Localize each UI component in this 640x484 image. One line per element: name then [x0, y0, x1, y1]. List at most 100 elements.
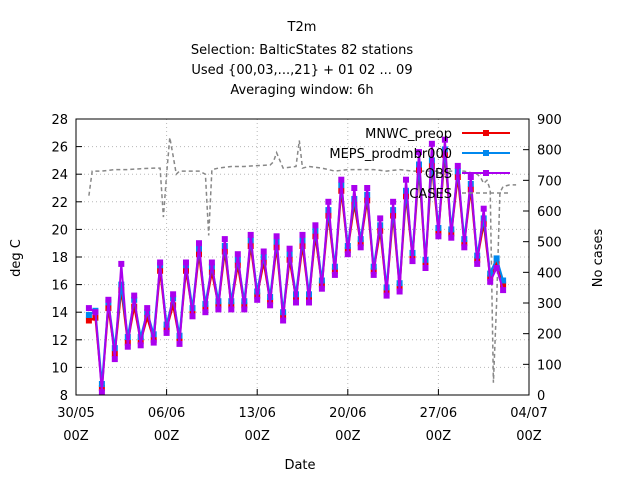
plot-frame — [75, 118, 530, 396]
legend: MNWC_preop MEPS_prodmbr000 OBS CASES — [329, 127, 510, 202]
legend-label-mnwc: MNWC_preop — [365, 127, 452, 142]
legend-marker-obs — [483, 170, 489, 176]
data-point — [98, 389, 105, 395]
data-point — [254, 296, 261, 303]
y-tick-label: 12 — [51, 334, 68, 349]
x-tick-label-date: 30/05 — [57, 406, 94, 421]
data-point — [364, 185, 371, 191]
x-tick-label-hour: 00Z — [154, 429, 180, 444]
data-point — [370, 271, 377, 278]
y-tick-label: 18 — [51, 251, 68, 266]
y2-tick-label: 100 — [537, 358, 562, 373]
data-point — [312, 222, 319, 229]
data-point — [196, 240, 202, 247]
x-tick-label-hour: 00Z — [335, 429, 361, 444]
x-tick-label-date: 20/06 — [329, 406, 366, 421]
data-point — [208, 259, 215, 266]
x-tick-label-date: 04/07 — [510, 406, 547, 421]
data-point — [124, 343, 131, 350]
data-point — [150, 339, 157, 346]
data-point — [215, 306, 222, 313]
data-point — [318, 285, 325, 292]
title-line-4: Averaging window: 6h — [230, 83, 373, 98]
chart-title: T2m Selection: BalticStates 82 stations … — [191, 20, 414, 98]
series-meps-prodmbr000 — [85, 146, 507, 387]
series-line — [88, 137, 517, 383]
data-point — [500, 287, 507, 294]
data-point — [131, 303, 138, 310]
data-point — [131, 292, 138, 299]
data-point — [390, 198, 397, 205]
data-point — [280, 317, 287, 324]
x-tick-label-hour: 00Z — [63, 429, 89, 444]
legend-marker-mnwc — [483, 130, 489, 136]
data-point — [157, 259, 164, 266]
data-point — [85, 317, 92, 324]
x-tick-label-date: 13/06 — [238, 406, 275, 421]
data-point — [428, 140, 435, 147]
data-point — [474, 260, 481, 267]
data-point — [435, 233, 442, 240]
data-point — [383, 292, 390, 299]
data-point — [92, 309, 99, 316]
data-point — [299, 231, 306, 238]
x-tick-label-hour: 00Z — [426, 429, 452, 444]
data-point — [331, 271, 338, 278]
data-point — [493, 255, 500, 262]
data-point — [234, 251, 241, 258]
data-point — [189, 313, 196, 320]
y2-tick-label: 600 — [537, 205, 562, 220]
y2-tick-label: 900 — [537, 113, 562, 128]
data-point — [85, 305, 92, 312]
y-tick-label: 24 — [51, 168, 68, 183]
y-tick-label: 14 — [51, 306, 68, 321]
data-point — [325, 198, 332, 205]
data-point — [118, 260, 125, 267]
data-point — [396, 288, 403, 295]
data-point — [273, 233, 280, 240]
data-point — [286, 245, 293, 252]
grid-lines — [75, 118, 530, 396]
data-point — [111, 356, 118, 363]
data-point — [137, 334, 144, 340]
y-tick-label: 10 — [51, 361, 68, 376]
y-tick-label: 20 — [51, 223, 68, 238]
data-point — [487, 278, 494, 285]
data-point — [144, 305, 151, 312]
legend-marker-meps — [483, 150, 489, 156]
data-point — [409, 258, 416, 265]
data-point — [144, 314, 151, 321]
y2-tick-label: 700 — [537, 174, 562, 189]
x-tick-label-hour: 00Z — [516, 429, 542, 444]
data-point — [441, 136, 448, 143]
data-point — [351, 196, 358, 202]
y-tick-label: 8 — [60, 389, 68, 404]
data-point — [105, 296, 112, 303]
data-point — [344, 251, 351, 258]
data-point — [202, 309, 209, 316]
data-point — [293, 299, 299, 306]
x-tick-label-hour: 00Z — [244, 429, 270, 444]
legend-label-cases: CASES — [409, 187, 452, 202]
x-axis-label: Date — [284, 458, 315, 473]
data-point — [221, 236, 228, 243]
y2-tick-label: 500 — [537, 236, 562, 251]
y2-tick-label: 200 — [537, 328, 562, 343]
legend-label-meps: MEPS_prodmbr000 — [329, 147, 452, 162]
y-tick-label: 16 — [51, 279, 68, 294]
series-layer — [85, 136, 517, 395]
y2-tick-label: 400 — [537, 266, 562, 281]
data-point — [493, 260, 500, 267]
data-point — [118, 281, 125, 288]
data-point — [241, 306, 248, 313]
y-axis-label: deg C — [9, 239, 24, 277]
title-line-1: T2m — [287, 20, 317, 35]
data-point — [500, 277, 507, 284]
data-point — [183, 259, 189, 266]
data-point — [260, 248, 267, 255]
data-point — [351, 185, 358, 191]
data-point — [170, 302, 177, 309]
data-point — [306, 299, 312, 306]
